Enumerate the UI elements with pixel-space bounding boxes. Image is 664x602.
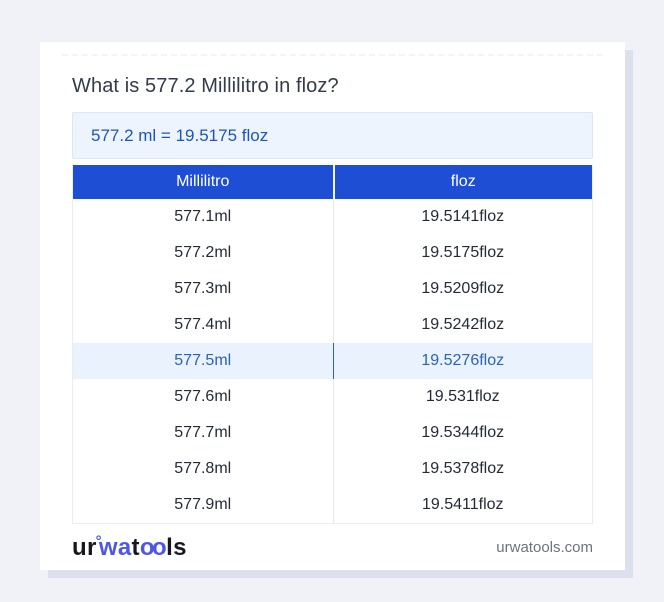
table-row[interactable]: 577.1ml 19.5141floz xyxy=(73,199,592,235)
logo-part-oo: oo xyxy=(139,534,167,561)
table-row[interactable]: 577.6ml 19.531floz xyxy=(73,379,592,415)
cell-floz: 19.5378floz xyxy=(332,451,593,487)
cell-floz: 19.5175floz xyxy=(332,235,593,271)
site-domain: urwatools.com xyxy=(496,538,593,556)
table-row[interactable]: 577.2ml 19.5175floz xyxy=(73,235,592,271)
table-header-floz: floz xyxy=(332,165,593,199)
cell-floz: 19.531floz xyxy=(332,379,593,415)
cell-floz: 19.5209floz xyxy=(332,271,593,307)
logo-part-wa: wa xyxy=(98,534,132,561)
cell-ml: 577.4ml xyxy=(174,316,232,333)
table-header-millilitro: Millilitro xyxy=(176,173,230,190)
table-row[interactable]: 577.4ml 19.5242floz xyxy=(73,307,592,343)
logo-ring-icon: ° xyxy=(95,533,102,550)
card-footer: ur°watools urwatools.com xyxy=(72,524,593,570)
logo-part-ls: ls xyxy=(166,534,187,561)
cell-floz: 19.5242floz xyxy=(332,307,593,343)
cell-ml: 577.2ml xyxy=(174,244,232,261)
cell-ml: 577.9ml xyxy=(174,496,232,513)
cell-floz: 19.5411floz xyxy=(332,487,593,523)
cell-ml: 577.3ml xyxy=(174,280,232,297)
cell-floz: 19.5344floz xyxy=(332,415,593,451)
table-header-row: Millilitro floz xyxy=(73,165,592,199)
cell-floz: 19.5276floz xyxy=(332,343,593,379)
converter-card: What is 577.2 Millilitro in floz? 577.2 … xyxy=(40,42,625,570)
table-row[interactable]: 577.8ml 19.5378floz xyxy=(73,451,592,487)
table-row[interactable]: 577.9ml 19.5411floz xyxy=(73,487,592,523)
cell-ml: 577.7ml xyxy=(174,424,232,441)
conversion-result-box: 577.2 ml = 19.5175 floz xyxy=(72,112,593,159)
table-row[interactable]: 577.3ml 19.5209floz xyxy=(73,271,592,307)
page-title: What is 577.2 Millilitro in floz? xyxy=(72,75,339,97)
table-row-highlighted[interactable]: 577.5ml 19.5276floz xyxy=(73,343,592,379)
cell-ml: 577.5ml xyxy=(174,352,232,369)
cell-floz: 19.5141floz xyxy=(332,199,593,235)
cell-ml: 577.8ml xyxy=(174,460,232,477)
cell-ml: 577.6ml xyxy=(174,388,232,405)
urwatools-logo[interactable]: ur°watools xyxy=(72,534,187,560)
conversion-table: Millilitro floz 577.1ml 19.5141floz 577.… xyxy=(72,165,593,524)
cell-ml: 577.1ml xyxy=(174,208,232,225)
logo-part-t: t xyxy=(131,534,140,561)
card-content: What is 577.2 Millilitro in floz? 577.2 … xyxy=(40,42,625,570)
conversion-result-text: 577.2 ml = 19.5175 floz xyxy=(91,125,269,145)
perforation-divider xyxy=(62,54,603,56)
logo-part-ur: ur xyxy=(72,534,97,561)
table-row[interactable]: 577.7ml 19.5344floz xyxy=(73,415,592,451)
